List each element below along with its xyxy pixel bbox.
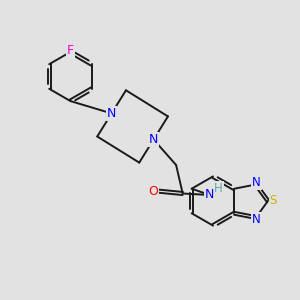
Text: N: N: [205, 188, 214, 202]
Text: N: N: [149, 133, 158, 146]
Text: H: H: [214, 182, 223, 195]
Text: N: N: [252, 213, 261, 226]
Text: F: F: [67, 44, 74, 57]
Text: S: S: [270, 194, 277, 208]
Text: N: N: [252, 176, 261, 189]
Text: O: O: [148, 184, 158, 198]
Text: N: N: [107, 107, 116, 120]
